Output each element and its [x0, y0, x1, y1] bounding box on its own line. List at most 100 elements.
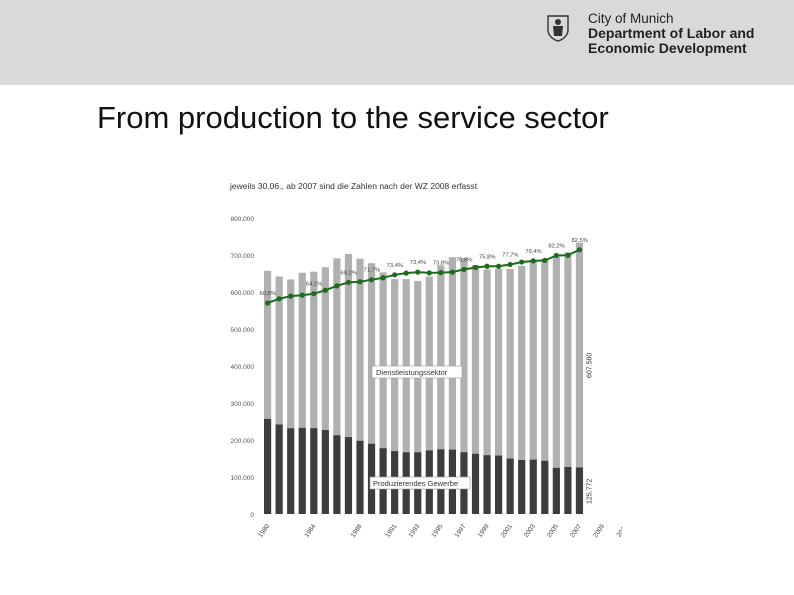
share-point [288, 293, 294, 299]
service-bar [298, 272, 306, 428]
share-point [368, 277, 375, 283]
header-band: City of Munich Department of Labor and E… [0, 0, 794, 85]
service-sector-label: Dienstleistungssektor [376, 368, 448, 377]
production-bar [552, 467, 560, 514]
chart-svg: jeweils 30.06., ab 2007 sind die Zahlen … [229, 181, 622, 539]
y-tick-label: 400.000 [231, 364, 255, 371]
service-label-box [371, 365, 463, 379]
service-bar [391, 279, 399, 452]
y-tick-label: 0 [250, 512, 254, 519]
service-bar [448, 257, 456, 450]
service-bar [564, 252, 572, 468]
production-bar [495, 455, 503, 514]
production-bar [264, 418, 272, 514]
share-point [484, 263, 490, 269]
y-tick-label: 500.000 [231, 327, 255, 334]
x-tick-label: 1993 [407, 523, 421, 539]
y-tick-label: 100.000 [231, 475, 255, 482]
service-bar [529, 260, 537, 460]
chart: jeweils 30.06., ab 2007 sind die Zahlen … [222, 178, 622, 550]
share-point [576, 247, 583, 253]
service-bar [518, 265, 526, 460]
x-tick-label: 1999 [477, 523, 491, 539]
share-point [415, 269, 421, 275]
org-line-1: City of Munich [588, 11, 674, 26]
slide-title: From production to the service sector [97, 100, 609, 135]
production-bar [483, 455, 491, 514]
service-bar [425, 276, 433, 451]
share-label: 73,8% [433, 261, 449, 267]
org-line-3: Economic Development [588, 40, 747, 56]
share-point [507, 261, 513, 268]
share-point [530, 258, 536, 264]
share-point [403, 270, 409, 276]
service-bar [264, 270, 272, 419]
last-service-value: 607.560 [586, 353, 593, 378]
production-bar [541, 460, 549, 514]
service-bar [460, 257, 468, 453]
x-tick-label: 1988 [350, 523, 364, 539]
x-tick-label: 2005 [546, 523, 560, 539]
x-tick-label: 2009 [592, 523, 606, 539]
service-bar [333, 258, 341, 436]
share-label: 75,8% [456, 257, 472, 263]
x-tick-label: 2007 [569, 523, 583, 539]
share-label: 60,8% [260, 291, 276, 297]
service-bar [367, 263, 376, 444]
y-tick-label: 300.000 [231, 401, 255, 408]
share-label: 71,7% [364, 268, 380, 274]
x-tick-label: 1980 [257, 523, 271, 539]
share-point [392, 272, 398, 278]
x-tick-label: 1991 [384, 523, 398, 539]
production-bar [287, 428, 295, 514]
share-label: 64,1% [306, 282, 322, 288]
x-tick-label: 2003 [523, 523, 537, 539]
share-label: 73,4% [410, 260, 426, 266]
production-bar [529, 459, 537, 514]
production-bar [344, 437, 353, 514]
share-label: 75,8% [479, 254, 495, 260]
production-bar [506, 458, 514, 514]
x-tick-label: 1984 [303, 523, 317, 539]
service-bar [321, 267, 329, 431]
x-tick-label: 1995 [430, 523, 444, 539]
share-label: 82,2% [548, 243, 564, 249]
share-point [380, 275, 386, 281]
production-bar [321, 430, 329, 514]
service-bar [483, 269, 491, 456]
production-sector-label: Produzierendes Gewerbe [373, 479, 458, 488]
share-point [426, 270, 432, 276]
service-bar [552, 256, 560, 468]
share-point [496, 263, 502, 269]
share-label: 79,4% [525, 249, 541, 255]
service-bar [437, 265, 445, 450]
y-tick-label: 700.000 [231, 253, 255, 260]
share-point [311, 291, 317, 297]
share-point [334, 283, 340, 289]
munich-monk-crest-icon [547, 15, 569, 42]
share-point [553, 252, 559, 259]
production-bar [518, 459, 526, 514]
share-point [276, 296, 282, 302]
share-line [267, 248, 580, 304]
service-bar [344, 253, 353, 438]
share-label: 82,5% [571, 238, 587, 244]
x-tick-label: 1997 [454, 523, 468, 539]
service-bar [275, 276, 283, 425]
share-point [438, 270, 444, 276]
organization-name: City of Munich Department of Labor and E… [588, 12, 754, 56]
share-point [461, 266, 467, 273]
share-point [565, 252, 571, 258]
service-bar [402, 279, 410, 453]
share-point [472, 264, 479, 271]
x-tick-label: 2001 [500, 523, 514, 539]
service-bar [575, 242, 584, 468]
service-bar [356, 258, 364, 441]
service-bar [379, 272, 387, 449]
share-point [265, 300, 271, 306]
share-point [299, 292, 305, 298]
service-bar [287, 279, 295, 429]
service-bar [310, 271, 318, 429]
share-point [519, 259, 525, 265]
production-bar [575, 467, 584, 514]
